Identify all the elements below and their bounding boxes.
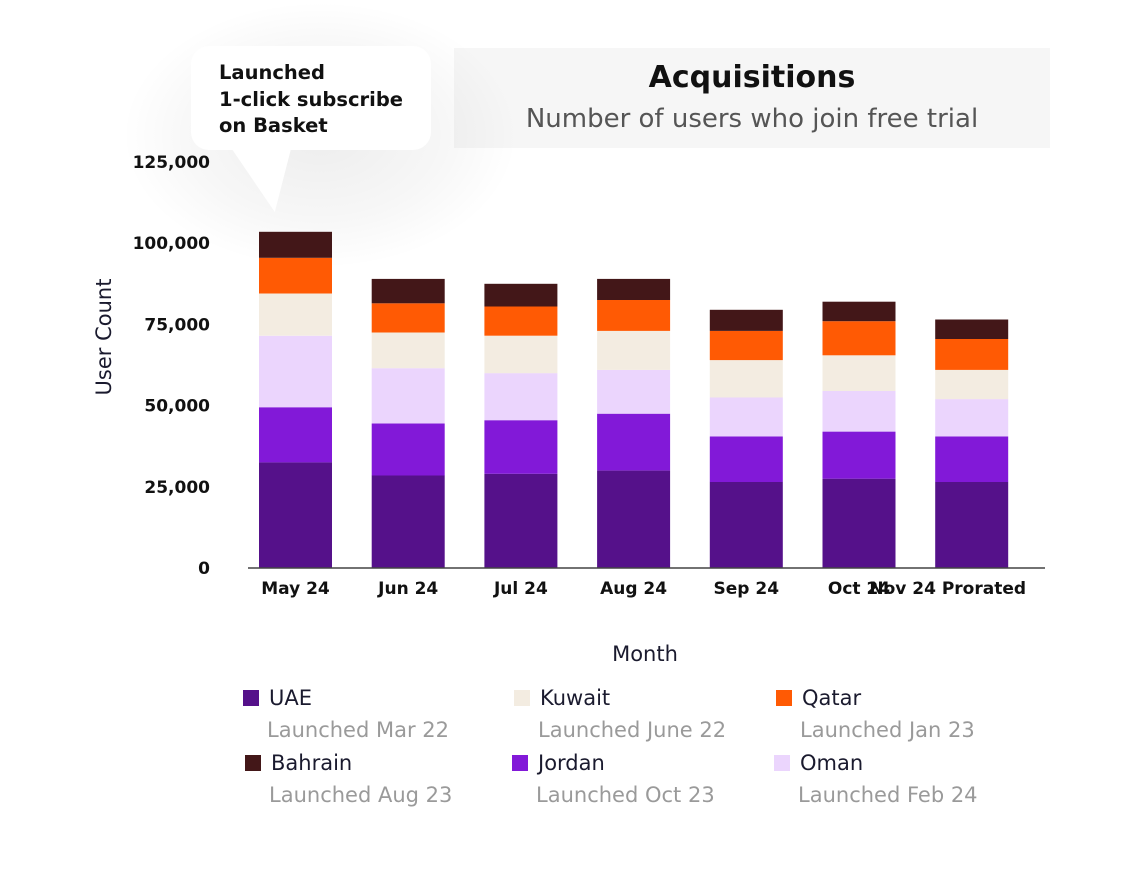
bar-segment-bahrain-may-24 [259,231,332,258]
x-tick-label-aug-24: Aug 24 [600,579,667,599]
chart-title-box: Acquisitions Number of users who join fr… [454,48,1050,148]
bar-segment-bahrain-sep-24 [709,309,783,331]
bar-segment-jordan-jul-24 [484,420,558,474]
y-tick-label: 125,000 [133,153,211,173]
legend-sub-jordan: Launched Oct 23 [536,783,715,807]
legend-swatch-uae [243,690,259,706]
y-axis-label: User Count [92,279,116,396]
bars-group [259,231,1009,568]
bar-segment-bahrain-aug-24 [597,278,671,300]
bar-segment-kuwait-oct-24 [822,355,896,391]
x-axis-label: Month [612,642,678,666]
legend-label-jordan: Jordan [538,751,605,775]
bar-segment-kuwait-sep-24 [709,360,783,398]
x-tick-label-jul-24: Jul 24 [493,579,548,599]
legend-swatch-jordan [512,755,528,771]
legend-swatch-oman [774,755,790,771]
legend-label-bahrain: Bahrain [271,751,353,775]
bar-segment-bahrain-nov-24-prorated [935,319,1009,339]
bar-segment-jordan-aug-24 [597,413,671,471]
bar-segment-qatar-nov-24-prorated [935,339,1009,370]
bar-segment-qatar-jun-24 [371,303,445,333]
bar-segment-bahrain-jun-24 [371,278,445,304]
annotation-text: Launched 1-click subscribe on Basket [219,60,424,140]
bar-segment-jordan-nov-24-prorated [935,436,1009,482]
legend-swatch-bahrain [245,755,261,771]
y-tick-label: 100,000 [133,234,211,254]
legend-label-uae: UAE [269,686,313,710]
bar-segment-oman-aug-24 [597,369,671,414]
bar-segment-uae-may-24 [259,462,332,568]
bar-segment-qatar-oct-24 [822,321,896,356]
bar-segment-uae-jul-24 [484,473,558,568]
bar-segment-bahrain-jul-24 [484,283,558,307]
y-tick-label: 50,000 [144,397,210,417]
bar-segment-jordan-sep-24 [709,436,783,482]
annotation-line-3: on Basket [219,114,328,137]
legend-sub-uae: Launched Mar 22 [267,718,449,742]
legend-sub-kuwait: Launched June 22 [538,718,727,742]
legend-sub-qatar: Launched Jan 23 [800,718,975,742]
bar-segment-uae-aug-24 [597,470,671,568]
x-tick-label-nov-24-prorated: Nov 24 Prorated [869,579,1026,599]
bar-segment-jordan-oct-24 [822,431,896,479]
x-tick-label-oct-24: Oct 24 [828,579,890,599]
chart-title: Acquisitions [648,60,856,95]
bar-segment-qatar-jul-24 [484,306,558,336]
bar-segment-oman-jul-24 [484,373,558,421]
y-tick-label: 25,000 [144,478,210,498]
bar-segment-jordan-may-24 [259,407,332,463]
bar-segment-jordan-jun-24 [371,423,445,476]
x-tick-label-may-24: May 24 [261,579,330,599]
legend-label-qatar: Qatar [802,686,862,710]
x-tick-label-sep-24: Sep 24 [714,579,780,599]
bar-segment-qatar-sep-24 [709,330,783,361]
legend-label-kuwait: Kuwait [540,686,611,710]
bar-segment-qatar-may-24 [259,257,332,294]
x-axis-ticks: May 24 Jun 24 Jul 24 Aug 24 Sep 24 Oct 24Nov … [261,579,1026,599]
bar-segment-bahrain-oct-24 [822,301,896,322]
legend-sub-oman: Launched Feb 24 [798,783,978,807]
x-tick-label-jun-24: Jun 24 [377,579,438,599]
annotation-line-1: Launched [219,61,325,84]
bar-segment-oman-jun-24 [371,368,445,424]
legend-swatch-kuwait [514,690,530,706]
bar-segment-oman-oct-24 [822,391,896,432]
y-tick-label: 75,000 [144,315,210,335]
legend-swatch-qatar [776,690,792,706]
bar-segment-oman-may-24 [259,335,332,408]
chart-subtitle: Number of users who join free trial [525,104,979,134]
y-axis-ticks: 0 25,000 50,000 75,000 100,000 125,000 [133,153,211,579]
bar-segment-uae-jun-24 [371,475,445,568]
legend-label-oman: Oman [800,751,864,775]
bar-segment-uae-nov-24-prorated [935,481,1009,568]
bar-segment-kuwait-nov-24-prorated [935,369,1009,400]
bar-segment-kuwait-may-24 [259,293,332,336]
bar-segment-oman-sep-24 [709,397,783,437]
bar-segment-uae-sep-24 [709,481,783,568]
annotation-callout [191,46,431,150]
bar-segment-oman-nov-24-prorated [935,399,1009,437]
y-tick-label: 0 [198,559,210,579]
bar-segment-qatar-aug-24 [597,300,671,331]
bar-segment-uae-oct-24 [822,478,896,568]
bar-segment-kuwait-jul-24 [484,335,558,374]
bar-segment-kuwait-aug-24 [597,330,671,370]
bar-segment-kuwait-jun-24 [371,332,445,369]
annotation-line-2: 1-click subscribe [219,87,404,111]
legend-sub-bahrain: Launched Aug 23 [269,783,453,807]
